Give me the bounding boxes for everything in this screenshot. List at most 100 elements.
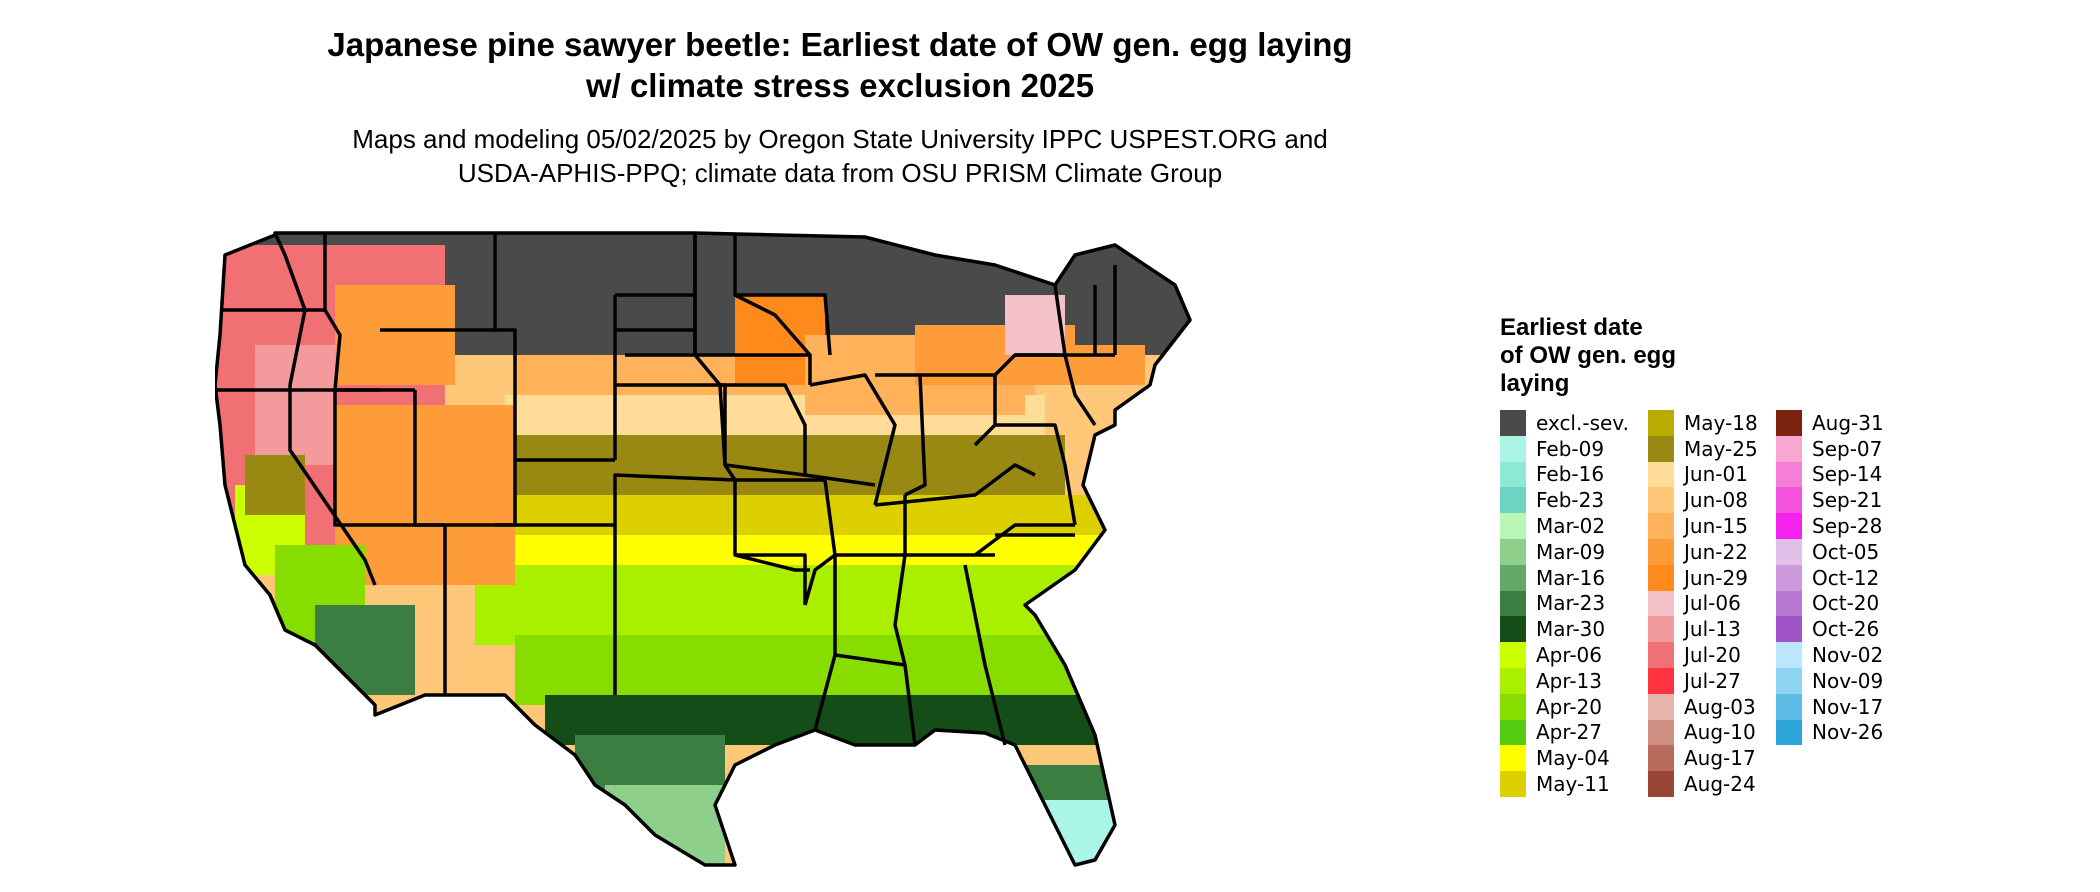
map-subtitle-line-2: USDA-APHIS-PPQ; climate data from OSU PR… xyxy=(457,158,1223,188)
legend-swatch xyxy=(1776,642,1802,668)
map-subtitle-line-1: Maps and modeling 05/02/2025 by Oregon S… xyxy=(352,124,1328,154)
legend-label: Aug-03 xyxy=(1684,694,1756,719)
legend-swatch xyxy=(1500,487,1526,514)
legend-label: Mar-09 xyxy=(1536,539,1606,564)
legend-label: Feb-16 xyxy=(1536,462,1605,487)
legend-swatch xyxy=(1776,667,1802,694)
legend-item: Jul-13 xyxy=(1648,616,1758,643)
legend-swatch xyxy=(1776,719,1802,746)
legend-label: Jun-29 xyxy=(1684,565,1748,590)
legend-swatch xyxy=(1648,642,1674,668)
legend-item: May-18 xyxy=(1648,410,1758,436)
map-title-line-1: Japanese pine sawyer beetle: Earliest da… xyxy=(327,26,1353,63)
legend-label: Jul-13 xyxy=(1684,617,1741,642)
legend-item: Jun-01 xyxy=(1648,461,1758,488)
legend-item: Oct-12 xyxy=(1776,564,1884,591)
legend-swatch xyxy=(1500,538,1526,565)
legend-item: Mar-09 xyxy=(1500,538,1629,565)
legend-label: May-04 xyxy=(1536,746,1610,771)
legend-item: Feb-16 xyxy=(1500,461,1629,488)
legend-label: Nov-09 xyxy=(1812,668,1884,693)
legend-swatch xyxy=(1648,693,1674,720)
legend-swatch xyxy=(1500,693,1526,720)
legend-item: Apr-13 xyxy=(1500,667,1629,694)
legend-label: excl.-sev. xyxy=(1536,410,1629,435)
legend-item: May-04 xyxy=(1500,745,1629,772)
legend-swatch xyxy=(1500,564,1526,591)
legend-item: Aug-24 xyxy=(1648,771,1758,797)
legend-label: Sep-14 xyxy=(1812,462,1883,487)
legend-swatch xyxy=(1500,435,1526,462)
us-map xyxy=(215,231,1192,867)
legend-label: Jul-06 xyxy=(1684,591,1741,616)
legend-label: May-18 xyxy=(1684,410,1758,435)
legend-swatch xyxy=(1648,590,1674,617)
legend-label: Nov-02 xyxy=(1812,643,1884,668)
legend-swatch xyxy=(1648,745,1674,772)
legend-swatch xyxy=(1776,590,1802,617)
legend-swatch xyxy=(1776,538,1802,565)
legend-item: Sep-28 xyxy=(1776,513,1884,539)
legend-label: Nov-17 xyxy=(1812,694,1884,719)
legend-title-line-2: of OW gen. egg xyxy=(1500,342,1676,369)
map-title-line-2: w/ climate stress exclusion 2025 xyxy=(585,67,1095,104)
legend-label: Mar-30 xyxy=(1536,617,1606,642)
legend-label: Oct-12 xyxy=(1812,565,1880,590)
legend-swatch xyxy=(1648,616,1674,643)
legend-item: excl.-sev. xyxy=(1500,410,1629,436)
legend-title-line-1: Earliest date xyxy=(1500,314,1643,341)
legend-label: Apr-13 xyxy=(1536,668,1602,693)
legend-label: Mar-02 xyxy=(1536,514,1606,539)
legend-item: Oct-20 xyxy=(1776,590,1884,617)
legend-swatch xyxy=(1500,513,1526,539)
legend-item: Mar-23 xyxy=(1500,590,1629,617)
legend-label: Apr-27 xyxy=(1536,720,1602,745)
legend-swatch xyxy=(1776,435,1802,462)
legend-swatch xyxy=(1776,513,1802,539)
legend-label: Nov-26 xyxy=(1812,720,1884,745)
legend-label: Sep-28 xyxy=(1812,514,1883,539)
legend-swatch xyxy=(1648,667,1674,694)
legend-swatch xyxy=(1500,719,1526,746)
legend-label: Oct-26 xyxy=(1812,617,1880,642)
legend-swatch xyxy=(1648,538,1674,565)
legend-item: Nov-09 xyxy=(1776,667,1884,694)
legend-swatch xyxy=(1500,642,1526,668)
legend-item: Feb-23 xyxy=(1500,487,1629,514)
legend-swatch xyxy=(1776,487,1802,514)
legend-label: Feb-09 xyxy=(1536,436,1605,461)
legend-swatch xyxy=(1500,590,1526,617)
legend-swatch xyxy=(1776,616,1802,643)
legend-label: Sep-21 xyxy=(1812,488,1883,513)
legend-label: Jul-20 xyxy=(1684,643,1741,668)
legend-swatch xyxy=(1648,513,1674,539)
legend-swatch xyxy=(1648,487,1674,514)
legend-item: Jun-08 xyxy=(1648,487,1758,514)
legend-item: Jun-15 xyxy=(1648,513,1758,539)
legend-item: Apr-27 xyxy=(1500,719,1629,746)
legend-item: Apr-06 xyxy=(1500,642,1629,668)
legend-swatch xyxy=(1648,719,1674,746)
legend-item: Sep-14 xyxy=(1776,461,1884,488)
legend-item: Feb-09 xyxy=(1500,435,1629,462)
legend-item: May-25 xyxy=(1648,435,1758,462)
legend-swatch xyxy=(1500,461,1526,488)
legend-item: Jun-29 xyxy=(1648,564,1758,591)
legend-item: Jul-06 xyxy=(1648,590,1758,617)
legend-label: Aug-24 xyxy=(1684,772,1756,797)
legend-item: Oct-26 xyxy=(1776,616,1884,643)
legend-swatch xyxy=(1500,667,1526,694)
legend-swatch xyxy=(1776,461,1802,488)
legend-swatch xyxy=(1776,693,1802,720)
legend-label: Aug-17 xyxy=(1684,746,1756,771)
legend-item: May-11 xyxy=(1500,771,1629,797)
legend-swatch xyxy=(1648,564,1674,591)
legend-item: Aug-10 xyxy=(1648,719,1758,746)
legend-swatch xyxy=(1776,564,1802,591)
legend-label: May-25 xyxy=(1684,436,1758,461)
legend-swatch xyxy=(1648,771,1674,797)
legend-label: Jun-15 xyxy=(1684,514,1748,539)
legend-swatch xyxy=(1776,410,1802,436)
legend-column-3: Aug-31 Sep-07 Sep-14 Sep-21 Sep-28 Oct-05 Oct-… xyxy=(1776,410,1884,746)
legend-swatch xyxy=(1648,461,1674,488)
